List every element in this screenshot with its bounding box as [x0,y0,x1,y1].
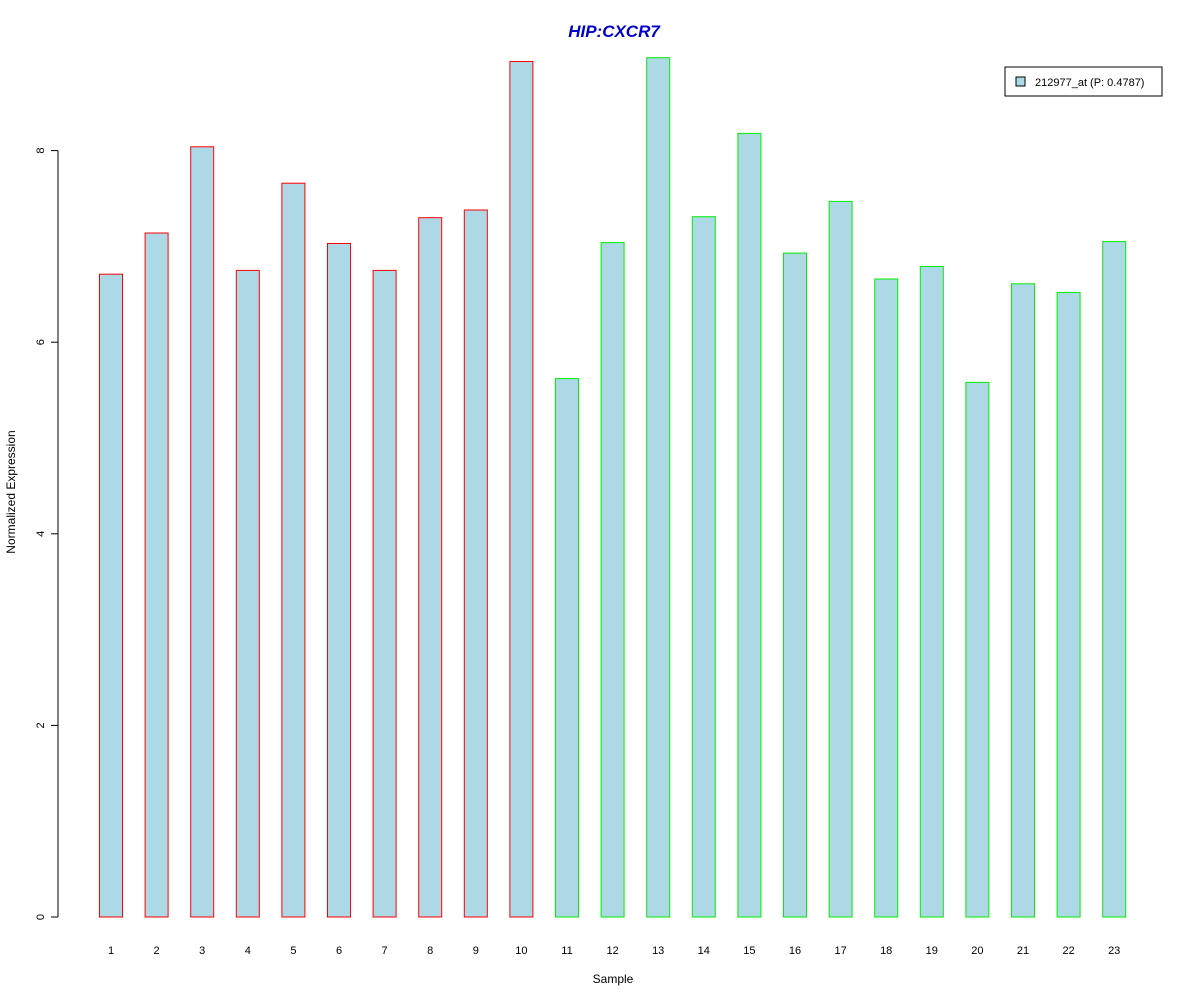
x-tick-label: 15 [743,945,755,957]
legend: 212977_at (P: 0.4787) [1004,66,1163,97]
bar-23 [1102,241,1127,918]
x-tick-label: 12 [606,945,618,957]
bar-3 [190,146,215,918]
x-tick-label: 21 [1017,945,1029,957]
bar-20 [965,381,990,918]
x-tick-label: 11 [561,945,572,957]
x-tick-label: 8 [427,945,433,957]
bar-12 [600,242,625,918]
y-tick-label: 8 [35,148,47,154]
bar-2 [144,232,169,918]
x-tick-label: 2 [154,945,160,957]
x-tick-label: 3 [199,945,205,957]
x-tick-label: 7 [382,945,388,957]
legend-box [1004,66,1163,97]
x-tick-label: 16 [789,945,801,957]
chart-title: HIP:CXCR7 [568,22,661,41]
x-tick-label: 10 [515,945,527,957]
bar-1 [99,273,123,918]
bar-6 [327,243,351,918]
x-tick-labels: 1 2 3 4 5 6 7 8 9 10 11 12 13 14 15 16 17 18 19 20 21 22 23 [108,945,1120,957]
x-tick-label: 1 [108,945,114,957]
bars-group [99,57,1127,918]
x-tick-label: 14 [698,945,710,957]
x-tick-label: 4 [245,945,251,957]
x-tick-label: 18 [880,945,892,957]
x-tick-label: 6 [336,945,342,957]
bar-16 [783,252,807,918]
bar-18 [874,278,899,918]
y-axis-title: Normalized Expression [4,430,18,553]
y-axis: 0 2 4 6 8 [35,148,59,920]
x-tick-label: 23 [1108,945,1120,957]
bar-17 [828,200,853,918]
y-tick-label: 6 [35,339,47,345]
x-tick-label: 5 [290,945,296,957]
bar-9 [463,209,488,918]
bar-15 [737,132,762,918]
x-tick-label: 22 [1062,945,1074,957]
bar-7 [372,269,397,918]
bar-10 [509,61,534,918]
bar-14 [691,216,716,918]
legend-swatch [1015,76,1026,87]
x-tick-label: 17 [834,945,846,957]
x-tick-label: 20 [971,945,983,957]
x-tick-label: 9 [473,945,479,957]
bar-11 [555,378,579,918]
bar-5 [281,182,306,918]
y-tick-label: 0 [35,914,47,920]
x-tick-label: 13 [652,945,664,957]
bar-8 [418,217,443,918]
x-axis-title: Sample [593,972,634,986]
x-tick-label: 19 [926,945,938,957]
bar-22 [1056,291,1081,918]
legend-label: 212977_at (P: 0.4787) [1035,77,1144,89]
bar-4 [235,269,260,918]
y-tick-label: 2 [35,722,47,728]
bar-21 [1011,283,1035,918]
bar-13 [646,57,671,918]
bar-19 [919,266,944,918]
y-tick-label: 4 [35,531,47,537]
